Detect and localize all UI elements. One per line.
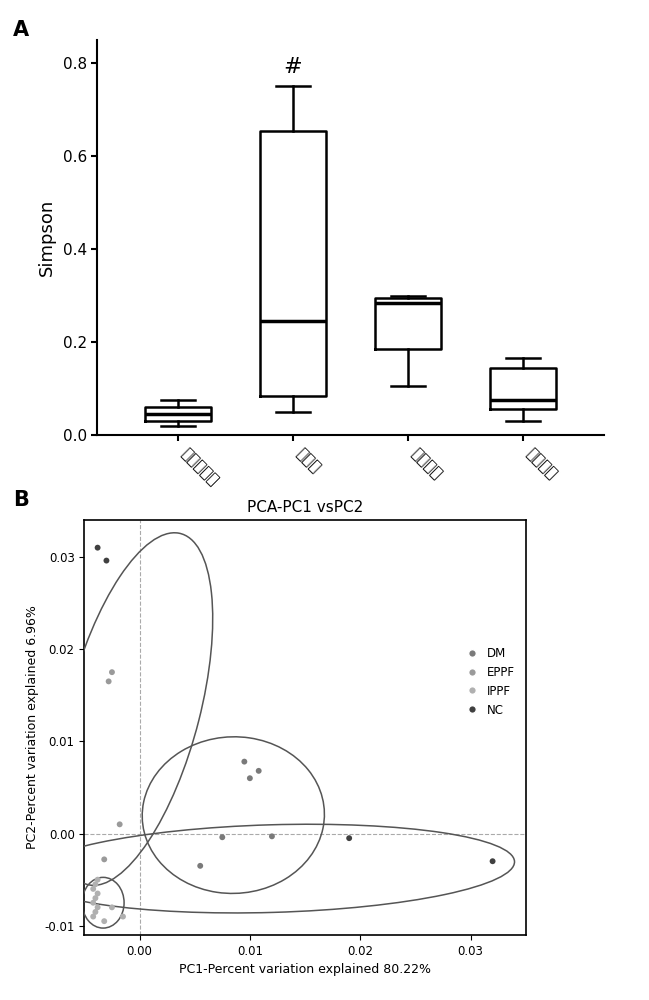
Point xyxy=(217,829,228,845)
Text: #: # xyxy=(284,57,302,77)
Point xyxy=(88,895,99,911)
Title: PCA-PC1 vsPC2: PCA-PC1 vsPC2 xyxy=(247,500,363,515)
Point xyxy=(107,664,117,680)
X-axis label: PC1-Percent variation explained 80.22%: PC1-Percent variation explained 80.22% xyxy=(179,963,431,976)
Legend: DM, EPPF, IPPF, NC: DM, EPPF, IPPF, NC xyxy=(455,642,520,721)
Point xyxy=(107,899,117,915)
Text: A: A xyxy=(13,20,29,40)
Point xyxy=(92,886,103,902)
Point xyxy=(254,763,264,779)
Point xyxy=(88,881,99,897)
Point xyxy=(90,904,101,920)
Point xyxy=(101,553,112,569)
Point xyxy=(487,853,498,869)
Y-axis label: PC2-Percent variation explained 6.96%: PC2-Percent variation explained 6.96% xyxy=(26,606,39,849)
Point xyxy=(267,828,277,844)
Point xyxy=(195,858,206,874)
Y-axis label: Simpson: Simpson xyxy=(38,199,56,276)
Point xyxy=(92,899,103,915)
Point xyxy=(114,816,125,832)
Point xyxy=(245,770,255,786)
Point xyxy=(88,909,99,925)
Point xyxy=(90,876,101,892)
Point xyxy=(99,913,110,929)
Point xyxy=(90,890,101,906)
Point xyxy=(239,754,250,770)
Point xyxy=(118,909,129,925)
Point xyxy=(103,673,114,689)
Point xyxy=(92,872,103,888)
Point xyxy=(99,851,110,867)
Point xyxy=(92,540,103,556)
Text: B: B xyxy=(13,490,29,510)
Point xyxy=(344,830,354,846)
